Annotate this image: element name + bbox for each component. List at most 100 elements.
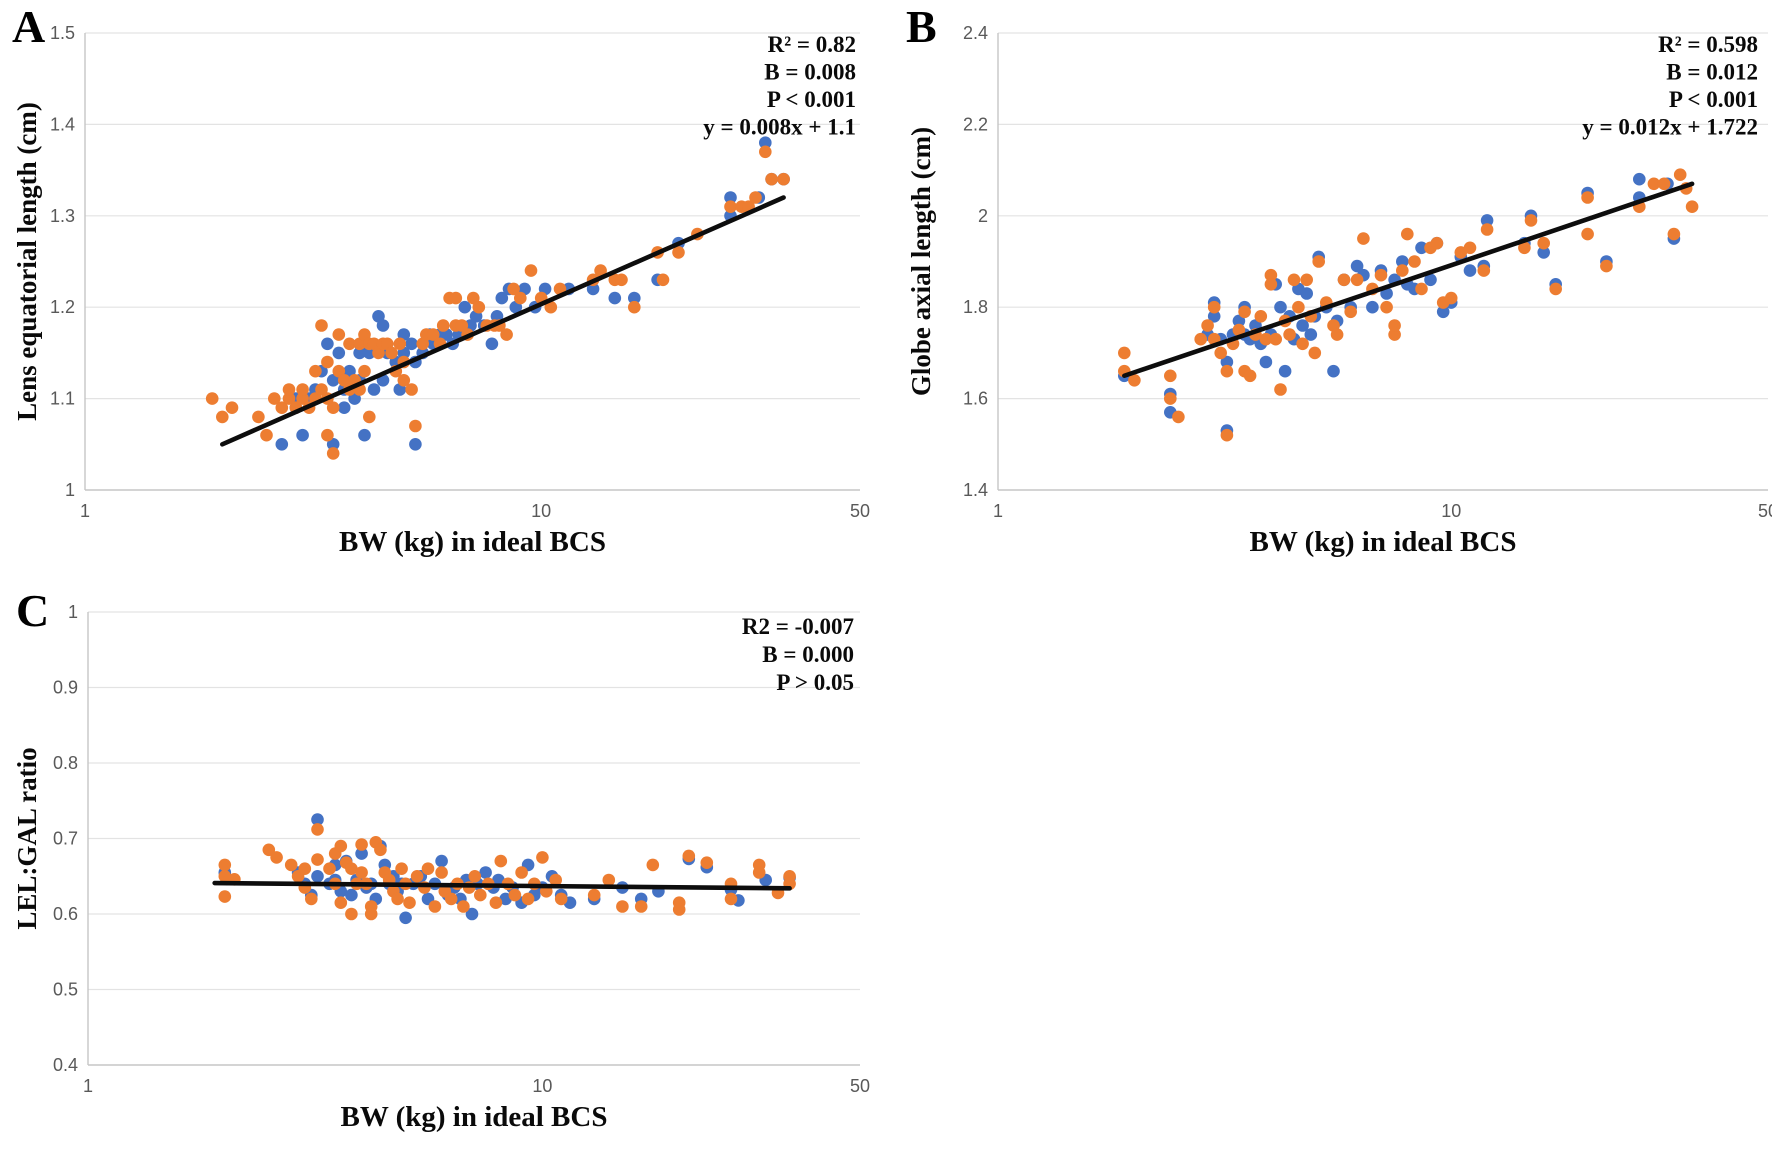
panel-c-scatter-chart: 0.4 0.5 0.6 0.7 0.8 0.9 1 1 10 50 R2 = -0.007 B = 0…	[0, 572, 886, 1162]
data-point	[724, 200, 737, 213]
data-point	[367, 383, 381, 396]
panel-letter: C	[16, 585, 49, 636]
data-point	[405, 337, 418, 351]
regression-annotation: B = 0.008	[764, 60, 856, 85]
regression-annotation: R² = 0.82	[768, 32, 856, 57]
data-point	[355, 847, 368, 860]
data-point	[1207, 300, 1221, 314]
x-tick-label: 10	[532, 1076, 552, 1096]
data-point	[1238, 305, 1251, 319]
data-point	[1292, 300, 1305, 314]
data-point	[1232, 314, 1246, 328]
data-point	[428, 900, 442, 913]
x-tick-label: 1	[83, 1076, 93, 1096]
data-point	[1128, 374, 1141, 387]
data-point	[1408, 255, 1421, 268]
data-point	[1312, 255, 1325, 268]
x-tick-label: 1	[993, 501, 1003, 521]
data-point	[1388, 319, 1401, 332]
y-axis-title: Lens equatorial length (cm)	[12, 102, 42, 421]
y-tick-label: 1.2	[50, 297, 75, 317]
data-point	[1388, 328, 1401, 341]
x-tick-label: 10	[1441, 501, 1461, 521]
data-point	[426, 328, 440, 341]
data-point	[1164, 392, 1177, 405]
data-point	[1337, 273, 1351, 287]
data-point	[275, 438, 289, 451]
data-point	[326, 374, 340, 387]
data-point	[421, 862, 435, 875]
data-point	[1518, 241, 1531, 255]
data-point	[1537, 246, 1550, 259]
data-point	[435, 866, 448, 879]
data-point	[1269, 332, 1282, 346]
data-point	[364, 907, 378, 921]
data-point	[405, 383, 418, 396]
regression-annotation: y = 0.012x + 1.722	[1582, 115, 1758, 140]
data-point	[1278, 364, 1292, 378]
y-tick-label: 0.7	[53, 829, 78, 849]
x-axis-title: BW (kg) in ideal BCS	[341, 1101, 608, 1133]
data-point	[1350, 273, 1364, 287]
data-point	[536, 851, 549, 864]
y-tick-label: 1.8	[963, 297, 988, 317]
data-point	[587, 888, 601, 902]
y-tick-label: 1.5	[50, 23, 75, 43]
data-point	[1430, 236, 1444, 250]
data-point	[409, 438, 422, 451]
data-point	[700, 856, 714, 869]
data-point	[358, 428, 371, 442]
regression-annotation: P < 0.001	[767, 87, 856, 112]
trendline	[212, 880, 792, 891]
data-point	[759, 136, 772, 149]
data-point	[1366, 300, 1379, 314]
data-point	[1480, 214, 1494, 227]
y-tick-label: 1.4	[50, 114, 75, 134]
data-point	[489, 896, 503, 909]
data-point	[1308, 346, 1322, 360]
data-point	[628, 291, 641, 305]
panel-a-plot: 1 1.1 1.2 1.3 1.4 1.5 1 10 50 R² = 0.82 B = 0.008P…	[12, 1, 870, 558]
data-point	[1264, 268, 1278, 282]
data-point	[355, 866, 368, 879]
data-point	[1214, 346, 1227, 360]
data-point	[1415, 282, 1428, 296]
data-point	[326, 447, 340, 460]
data-point	[326, 438, 340, 451]
data-point	[628, 300, 641, 314]
regression-annotation: P > 0.05	[776, 670, 854, 695]
x-tick-label: 1	[80, 501, 90, 521]
data-point	[218, 858, 232, 872]
data-point	[500, 328, 513, 341]
data-point	[334, 896, 348, 909]
series-blue	[275, 136, 790, 451]
series-orange	[1118, 168, 1699, 442]
data-point	[345, 862, 358, 875]
data-point	[1657, 177, 1671, 191]
panel-letter: B	[906, 1, 937, 52]
data-point	[393, 337, 407, 351]
data-point	[1296, 337, 1309, 351]
data-point	[1436, 305, 1450, 319]
data-point	[332, 364, 346, 378]
data-point	[492, 873, 505, 887]
data-point	[1283, 328, 1296, 341]
data-point	[321, 428, 334, 442]
data-point	[1480, 223, 1494, 236]
data-point	[262, 843, 276, 857]
y-tick-label: 2.4	[963, 23, 988, 43]
data-point	[602, 873, 616, 887]
data-point	[1254, 310, 1268, 323]
data-point	[358, 364, 371, 378]
data-point	[521, 892, 535, 906]
data-point	[410, 870, 424, 883]
data-point	[395, 862, 408, 875]
data-point	[1274, 300, 1287, 314]
data-point	[646, 858, 660, 872]
data-point	[1243, 369, 1257, 383]
data-point	[656, 273, 670, 287]
series-orange	[205, 145, 790, 460]
data-point	[724, 191, 737, 204]
y-tick-label: 0.9	[53, 678, 78, 698]
